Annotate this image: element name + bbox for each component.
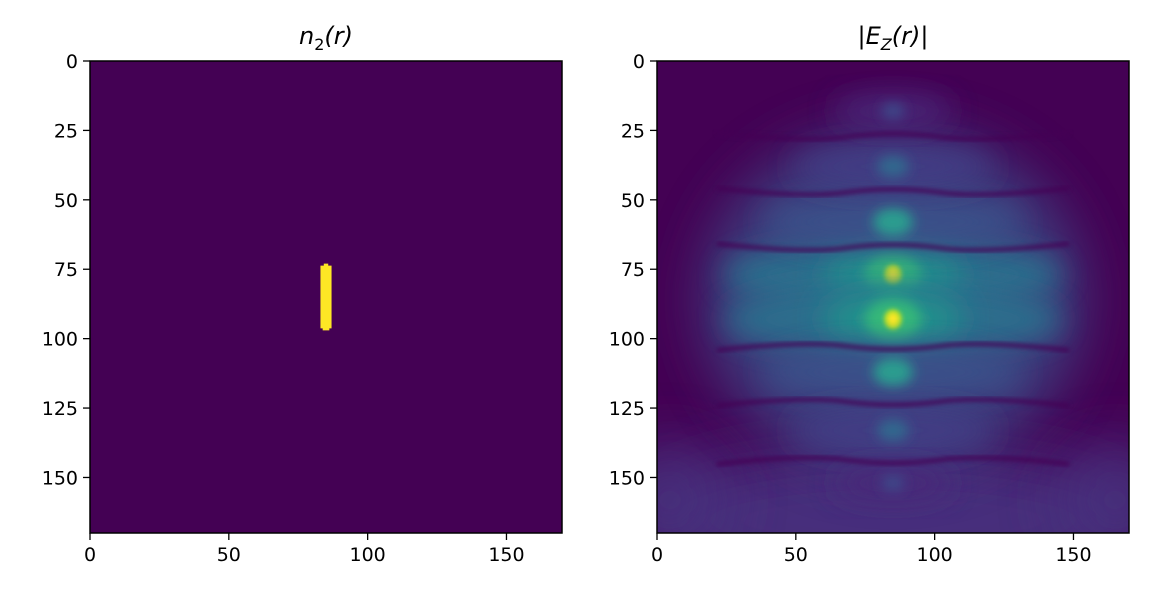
nodal-curve: [716, 341, 1070, 353]
x-tick-label: 100: [917, 544, 953, 566]
y-tick-label: 125: [609, 398, 645, 420]
x-tick-label: 150: [1055, 544, 1091, 566]
left-title-base: n: [299, 22, 314, 50]
x-tick-label: 150: [488, 544, 524, 566]
right-title-close: |: [920, 22, 928, 50]
left-title-arg: (r): [324, 22, 353, 50]
field-lobe: [877, 419, 909, 442]
right-plot-frame: [656, 60, 1130, 534]
right-heatmap: [657, 61, 1129, 533]
nodal-curve: [716, 186, 1070, 197]
field-peak-max: [888, 313, 898, 326]
field-lobe: [877, 155, 909, 178]
nodal-curve: [716, 241, 1070, 253]
left-plot-frame: [89, 60, 563, 534]
refractive-index-feature: [320, 263, 332, 331]
y-tick-label: 25: [621, 120, 645, 142]
left-x-axis: 0 50 100 150: [84, 533, 525, 566]
right-title-base: E: [866, 22, 882, 50]
panel-left: n2(r) 0 50 100 150 0 25 50 75 100 125 150: [42, 22, 563, 566]
y-tick-label: 150: [609, 467, 645, 489]
right-panel-title: |EZ(r)|: [858, 22, 929, 54]
left-title-sub: 2: [314, 35, 324, 54]
right-x-axis: 0 50 100 150: [651, 533, 1092, 566]
left-panel-title: n2(r): [299, 22, 353, 54]
x-tick-label: 50: [217, 544, 241, 566]
left-heatmap: [90, 61, 562, 533]
x-tick-label: 100: [350, 544, 386, 566]
field-lobe: [873, 357, 913, 386]
right-lower-corner-left: [657, 440, 730, 533]
left-y-axis: 0 25 50 75 100 125 150: [42, 51, 90, 489]
y-tick-label: 0: [66, 51, 78, 73]
nodal-curve: [716, 130, 1070, 141]
right-lower-corner-right: [1055, 440, 1129, 533]
y-tick-label: 100: [609, 329, 645, 351]
left-features-layer: [320, 263, 332, 331]
right-nodal-lines: [716, 130, 1070, 467]
x-tick-label: 0: [84, 544, 96, 566]
right-title-open: |: [858, 22, 866, 50]
field-lobe: [881, 102, 905, 119]
y-tick-label: 50: [621, 190, 645, 212]
x-tick-label: 0: [651, 544, 663, 566]
y-tick-label: 100: [42, 329, 78, 351]
nodal-curve: [716, 397, 1070, 408]
x-tick-label: 50: [784, 544, 808, 566]
y-tick-label: 125: [42, 398, 78, 420]
nodal-curve: [716, 455, 1070, 467]
y-tick-label: 75: [621, 259, 645, 281]
field-lobe: [873, 208, 913, 237]
right-title-sub: Z: [880, 35, 893, 54]
y-tick-label: 25: [54, 120, 78, 142]
field-lobe: [881, 475, 905, 492]
y-tick-label: 0: [633, 51, 645, 73]
y-tick-label: 150: [42, 467, 78, 489]
y-tick-label: 75: [54, 259, 78, 281]
field-peak-max: [888, 268, 898, 281]
right-title-arg: (r): [892, 22, 921, 50]
y-tick-label: 50: [54, 190, 78, 212]
right-peaks-layer: [723, 92, 1063, 502]
right-y-axis: 0 25 50 75 100 125 150: [609, 51, 657, 489]
